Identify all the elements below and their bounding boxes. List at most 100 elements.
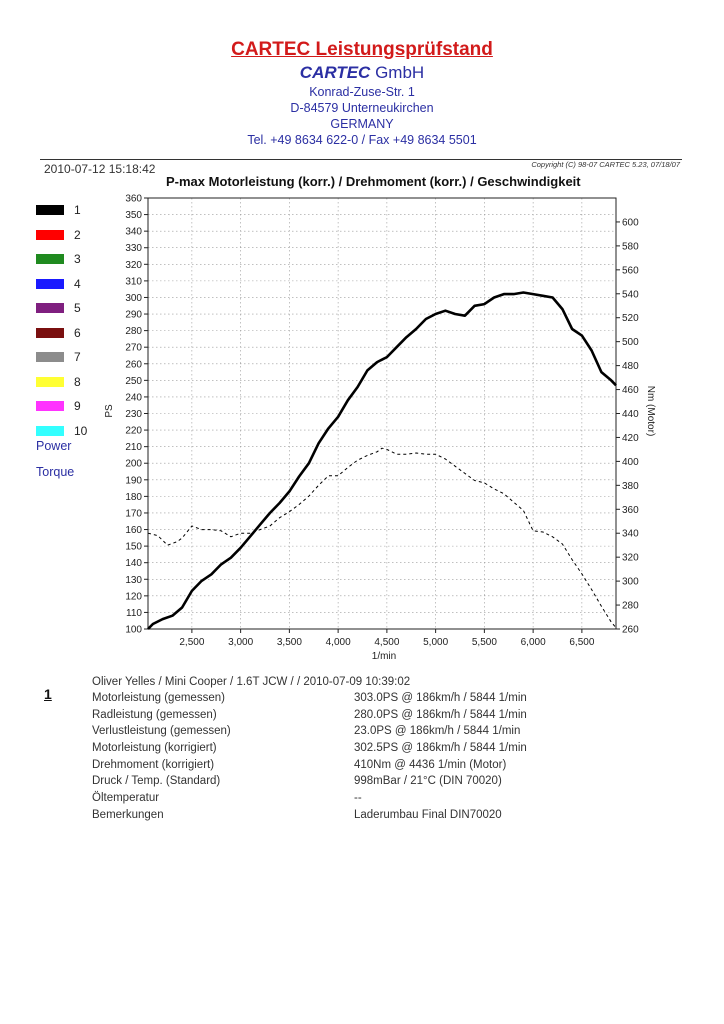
torque-point [591, 589, 592, 590]
right-tick-label: 560 [622, 265, 639, 276]
left-tick-label: 300 [125, 293, 142, 304]
torque-point [250, 533, 251, 534]
power-point [572, 328, 573, 329]
row-label: Bemerkungen [92, 808, 164, 821]
right-tick-label: 280 [622, 601, 639, 612]
power-point [396, 347, 397, 348]
torque-point [260, 529, 261, 530]
row-value: 23.0PS @ 186km/h / 5844 1/min [354, 725, 521, 738]
torque-point [201, 529, 202, 530]
row-value: -- [354, 792, 362, 805]
power-point [367, 370, 368, 371]
power-point [182, 607, 183, 608]
left-tick-label: 200 [125, 459, 142, 470]
torque-point [221, 530, 222, 531]
left-tick-label: 190 [125, 475, 142, 486]
legend-swatch-8 [36, 376, 64, 387]
print-datetime: 2010-07-12 15:18:42 [44, 162, 156, 176]
torque-point [308, 496, 309, 497]
chart-title: P-max Motorleistung (korr.) / Drehmoment… [166, 174, 581, 189]
right-tick-label: 580 [622, 241, 639, 252]
right-tick-label: 460 [622, 385, 639, 396]
report-run-index: 1 [44, 686, 52, 702]
legend-item-9: 9 [36, 399, 126, 413]
power-point [484, 303, 485, 304]
power-point [474, 305, 475, 306]
torque-point [484, 482, 485, 483]
power-point [299, 476, 300, 477]
legend-label-4: 4 [74, 276, 81, 291]
torque-point [455, 466, 456, 467]
torque-point [562, 543, 563, 544]
torque-point [328, 475, 329, 476]
right-tick-label: 480 [622, 361, 639, 372]
power-point [269, 512, 270, 513]
legend-swatch-7 [36, 352, 64, 362]
row-label: Verlustleistung (gemessen) [92, 725, 231, 738]
torque-point [386, 449, 387, 450]
torque-point [157, 535, 158, 536]
address-city: D-84579 Unterneukirchen [290, 101, 434, 115]
torque-point [182, 537, 183, 538]
left-tick-label: 110 [126, 608, 142, 619]
legend-swatch-4 [36, 278, 64, 289]
left-tick-label: 220 [125, 426, 142, 437]
left-tick-label: 180 [125, 492, 142, 503]
power-point [279, 502, 280, 503]
report-row: Radleistung (gemessen) 280.0PS @ 186km/h… [92, 709, 692, 726]
power-point [581, 335, 582, 336]
left-tick-label: 150 [125, 542, 142, 553]
power-point [347, 400, 348, 401]
x-tick-label: 2,500 [179, 637, 204, 648]
company-suffix: GmbH [375, 63, 425, 82]
power-point [386, 357, 387, 358]
left-tick-label: 280 [125, 326, 142, 337]
left-tick-label: 130 [125, 575, 142, 586]
power-point [425, 318, 426, 319]
legend-item-1: 1 [36, 203, 126, 217]
torque-point [435, 454, 436, 455]
torque-point [347, 467, 348, 468]
legend-swatch-5 [36, 303, 64, 313]
legend-label-1: 1 [74, 203, 81, 217]
torque-point [167, 545, 168, 546]
legend-item-8: 8 [36, 375, 126, 389]
power-point [615, 385, 616, 386]
power-point [328, 428, 329, 429]
row-value: 410Nm @ 4436 1/min (Motor) [354, 758, 507, 771]
power-point [230, 557, 231, 558]
right-tick-label: 540 [622, 289, 639, 300]
chart-grid [148, 197, 616, 630]
dyno-chart: 100 110 120 130 140 150 160 170 180 190 200 210 220 2… [104, 194, 656, 663]
left-tick-label: 330 [125, 243, 142, 254]
torque-point [542, 531, 543, 532]
report-header: CARTEC Leistungsprüfstand CARTEC GmbH Ko… [0, 38, 724, 148]
row-label: Öltemperatur [92, 792, 160, 805]
row-label: Druck / Temp. (Standard) [92, 775, 221, 788]
legend-label-8: 8 [74, 374, 81, 389]
legend-power: Power [36, 439, 72, 453]
torque-point [615, 627, 616, 628]
power-point [308, 463, 309, 464]
torque-point [299, 504, 300, 505]
right-tick-label: 500 [622, 337, 639, 348]
torque-point [406, 454, 407, 455]
power-point [221, 564, 222, 565]
power-point [416, 328, 417, 329]
torque-point [425, 454, 426, 455]
legend-label-3: 3 [74, 252, 81, 266]
left-tick-label: 240 [125, 392, 142, 403]
row-value: 302.5PS @ 186km/h / 5844 1/min [354, 742, 527, 755]
power-point [523, 292, 524, 293]
power-point [201, 580, 202, 581]
torque-point [147, 533, 148, 534]
torque-point [230, 536, 231, 537]
power-point [191, 590, 192, 591]
report-row: Bemerkungen Laderumbau Final DIN70020 [92, 809, 692, 826]
left-tick-label: 140 [125, 558, 142, 569]
left-tick-label: 210 [125, 442, 142, 453]
torque-point [533, 530, 534, 531]
copyright-note: Copyright (C) 98-07 CARTEC 5.23, 07/18/0… [531, 160, 680, 169]
x-tick-label: 4,000 [326, 637, 351, 648]
address-street: Konrad-Zuse-Str. 1 [309, 85, 415, 99]
